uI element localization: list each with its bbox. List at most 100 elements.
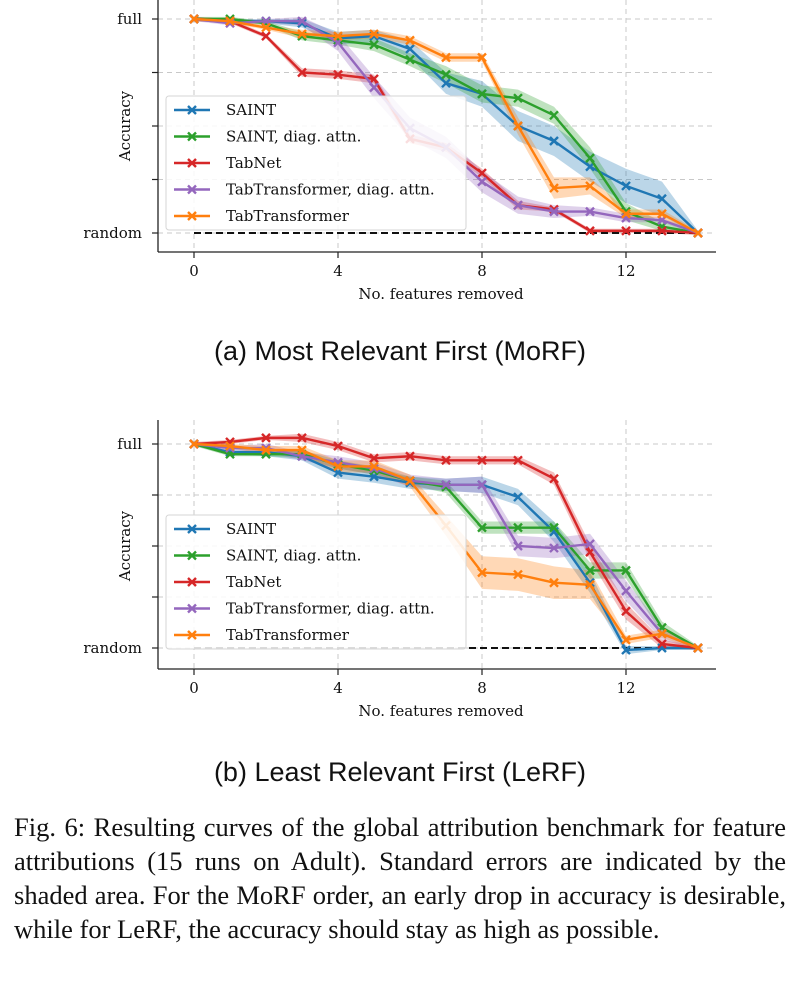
legend-swatch-marker — [187, 158, 197, 168]
data-point-tabnet — [261, 433, 271, 443]
legend-box — [165, 95, 467, 231]
data-point-tabnet — [297, 433, 307, 443]
data-point-tabtransformer-diag-attn — [513, 200, 523, 211]
data-point-tabnet — [369, 453, 379, 464]
data-point-tabtransformer-diag-attn — [297, 16, 307, 26]
data-point-saint-diag-attn — [585, 153, 595, 163]
data-point-tabnet — [477, 168, 487, 178]
data-point-tabnet — [621, 226, 631, 236]
data-point-saint-diag-attn — [549, 110, 559, 121]
data-point-tabtransformer — [261, 445, 271, 455]
x-tick-label: 4 — [333, 262, 343, 280]
data-point-tabtransformer-diag-attn — [477, 479, 487, 490]
data-point-tabtransformer — [693, 228, 703, 238]
error-band-tabtransformer — [194, 441, 698, 651]
data-point-tabtransformer-diag-attn — [549, 543, 559, 553]
data-point-tabnet — [621, 606, 631, 617]
data-point-tabtransformer — [477, 52, 487, 63]
legend-label: TabTransformer, diag. attn. — [226, 181, 435, 199]
data-point-tabtransformer — [549, 183, 559, 193]
data-point-saint — [549, 136, 559, 146]
data-point-tabtransformer — [405, 35, 415, 46]
data-point-tabnet — [585, 226, 595, 236]
data-point-tabnet — [657, 639, 667, 649]
error-band-tabtransformer — [194, 16, 698, 236]
data-point-tabtransformer-diag-attn — [585, 539, 595, 549]
x-tick-label: 8 — [477, 262, 487, 280]
data-point-tabtransformer — [441, 52, 451, 63]
data-point-saint-diag-attn — [405, 54, 415, 65]
data-point-tabtransformer — [657, 208, 667, 219]
legend-label: TabTransformer — [226, 207, 350, 225]
data-point-tabnet — [657, 226, 667, 236]
data-point-tabtransformer — [297, 29, 307, 39]
data-point-tabtransformer — [333, 31, 343, 41]
data-point-tabtransformer — [189, 14, 199, 24]
legend-label: SAINT, diag. attn. — [226, 128, 361, 146]
y-axis-label: Accuracy — [116, 510, 134, 582]
x-tick-label: 12 — [616, 679, 635, 697]
legend-swatch-marker — [187, 211, 197, 221]
legend-swatch-marker — [187, 550, 197, 561]
data-point-tabnet — [585, 547, 595, 557]
x-tick-label: 8 — [477, 679, 487, 697]
data-point-saint-diag-attn — [621, 565, 631, 576]
data-point-tabtransformer — [369, 461, 379, 472]
data-point-saint-diag-attn — [441, 69, 451, 80]
data-point-tabnet — [477, 455, 487, 466]
lerf-chart: full random 0 4 8 12 No. features removed Accur… — [83, 420, 716, 720]
data-point-tabnet — [405, 451, 415, 462]
legend-label: SAINT — [226, 101, 276, 119]
data-point-tabtransformer-diag-attn — [621, 586, 631, 596]
y-tick-label: random — [83, 224, 142, 242]
data-point-saint — [405, 44, 415, 54]
x-tick-label: 0 — [189, 679, 199, 697]
data-point-tabnet — [297, 67, 307, 78]
data-point-saint — [621, 645, 631, 655]
data-point-tabtransformer-diag-attn — [369, 82, 379, 93]
y-axis-label: Accuracy — [116, 90, 134, 162]
data-point-tabtransformer — [585, 579, 595, 590]
data-point-saint-diag-attn — [477, 522, 487, 533]
data-point-tabnet — [369, 74, 379, 84]
data-point-saint — [513, 492, 523, 502]
y-tick-label: random — [83, 639, 142, 657]
data-point-tabtransformer — [225, 16, 235, 26]
data-point-tabtransformer — [621, 208, 631, 219]
data-point-tabtransformer-diag-attn — [585, 206, 595, 217]
data-point-tabtransformer — [225, 441, 235, 451]
y-tick-label: full — [117, 10, 142, 28]
legend-label: TabNet — [226, 154, 281, 172]
data-point-tabtransformer — [513, 121, 523, 131]
legend-swatch-marker — [187, 524, 197, 534]
data-point-tabnet — [549, 473, 559, 484]
legend-swatch-marker — [187, 603, 197, 614]
figure-caption: Fig. 6: Resulting curves of the global a… — [14, 812, 786, 944]
data-point-tabtransformer — [549, 577, 559, 588]
data-point-tabtransformer — [189, 439, 199, 449]
data-point-saint-diag-attn — [513, 522, 523, 533]
data-point-tabnet — [261, 31, 271, 41]
data-point-tabtransformer — [333, 461, 343, 472]
legend: SAINT SAINT, diag. attn. TabNet TabTransfor… — [165, 514, 467, 650]
data-point-tabtransformer-diag-attn — [477, 176, 487, 187]
legend: SAINT SAINT, diag. attn. TabNet TabTransfor… — [165, 95, 467, 231]
data-point-tabtransformer — [261, 22, 271, 33]
data-point-tabtransformer — [297, 445, 307, 455]
legend-label: TabTransformer — [226, 626, 350, 644]
x-tick-label: 12 — [616, 262, 635, 280]
data-point-tabnet — [333, 69, 343, 80]
data-point-tabtransformer — [621, 634, 631, 645]
error-band-tabnet — [194, 16, 698, 236]
legend-label: SAINT — [226, 520, 276, 538]
data-point-tabtransformer — [585, 181, 595, 191]
data-point-saint-diag-attn — [477, 89, 487, 99]
subplot-label-morf: (a) Most Relevant First (MoRF) — [213, 336, 587, 366]
x-tick-label: 4 — [333, 679, 343, 697]
legend-swatch-marker — [187, 630, 197, 640]
x-axis-label: No. features removed — [358, 285, 524, 303]
data-point-tabtransformer — [657, 628, 667, 639]
data-point-saint — [657, 193, 667, 204]
y-tick-label: full — [117, 435, 142, 453]
data-point-tabtransformer — [405, 475, 415, 486]
